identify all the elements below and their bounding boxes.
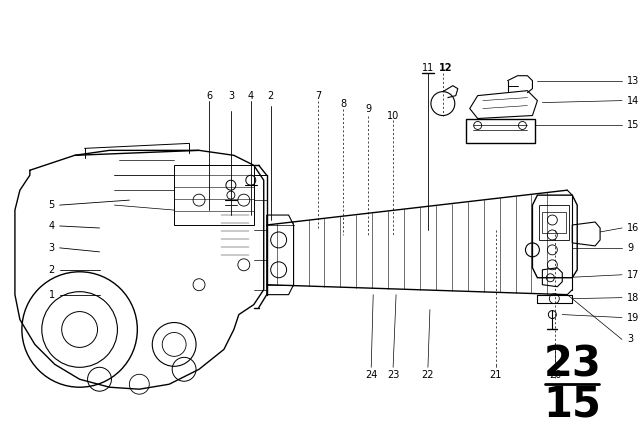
Text: 1: 1: [49, 290, 55, 300]
Text: 2: 2: [268, 90, 274, 101]
Text: 6: 6: [206, 90, 212, 101]
Text: 9: 9: [627, 243, 633, 253]
Text: 15: 15: [543, 383, 601, 425]
Text: 4: 4: [49, 221, 55, 231]
Text: 22: 22: [422, 370, 434, 380]
Text: 23: 23: [543, 343, 601, 385]
Text: 24: 24: [365, 370, 378, 380]
Text: 16: 16: [627, 223, 639, 233]
Text: 3: 3: [627, 335, 633, 345]
Text: 2: 2: [49, 265, 55, 275]
Text: 5: 5: [49, 200, 55, 210]
Text: 12: 12: [439, 63, 452, 73]
Text: 13: 13: [627, 76, 639, 86]
Text: 18: 18: [627, 293, 639, 303]
Text: 11: 11: [422, 63, 434, 73]
Bar: [466, 119, 536, 143]
Text: 3: 3: [228, 90, 234, 101]
Text: 17: 17: [627, 270, 639, 280]
Text: 3: 3: [49, 243, 55, 253]
Text: 20: 20: [549, 370, 561, 380]
Text: 9: 9: [365, 103, 371, 113]
Bar: [174, 165, 254, 225]
Bar: [540, 205, 569, 240]
Bar: [542, 212, 566, 233]
Text: 14: 14: [627, 95, 639, 106]
Text: 8: 8: [340, 99, 346, 108]
Text: 21: 21: [490, 370, 502, 380]
Text: 7: 7: [316, 90, 321, 101]
Text: 10: 10: [387, 111, 399, 121]
Text: 4: 4: [248, 90, 254, 101]
Text: 15: 15: [627, 121, 639, 130]
Text: 23: 23: [387, 370, 399, 380]
Text: 19: 19: [627, 313, 639, 323]
